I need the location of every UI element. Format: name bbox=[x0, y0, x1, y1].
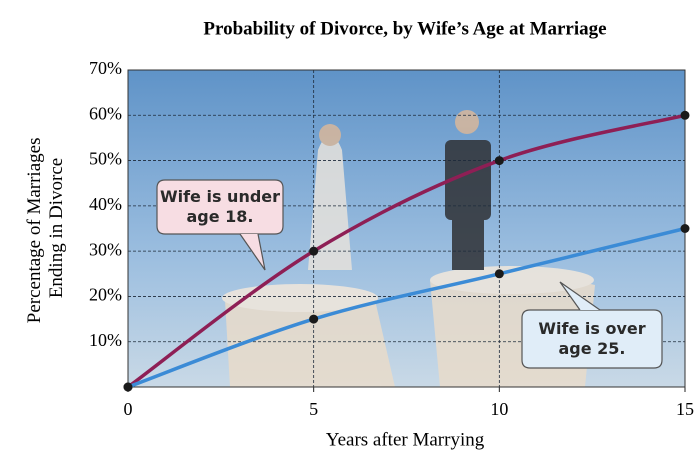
x-tick-label: 5 bbox=[309, 399, 318, 419]
x-tick-label: 0 bbox=[124, 399, 133, 419]
x-tick-label: 15 bbox=[676, 399, 694, 419]
annotation-callout: Wife is under age 18. bbox=[156, 179, 284, 271]
data-point bbox=[680, 110, 690, 120]
callout-line: age 25. bbox=[558, 339, 625, 358]
y-tick-label: 40% bbox=[89, 194, 122, 214]
y-axis-label-line: Percentage of Marriages bbox=[24, 138, 45, 324]
data-point bbox=[494, 156, 504, 166]
annotation-callout: Wife is over age 25. bbox=[521, 281, 663, 369]
y-tick-label: 50% bbox=[89, 149, 122, 169]
data-point bbox=[494, 269, 504, 279]
x-axis-label: Years after Marrying bbox=[326, 429, 485, 450]
y-axis-label: Percentage of Marriages Ending in Divorc… bbox=[24, 133, 67, 323]
callout-line: Wife is over bbox=[538, 319, 645, 338]
y-tick-label: 60% bbox=[89, 103, 122, 123]
data-point bbox=[309, 246, 319, 256]
y-axis-label-line: Ending in Divorce bbox=[46, 158, 67, 298]
y-tick-label: 10% bbox=[89, 330, 122, 350]
y-tick-label: 30% bbox=[89, 239, 122, 259]
callout-pointer bbox=[559, 281, 601, 311]
data-point bbox=[680, 224, 690, 233]
data-point bbox=[123, 382, 133, 392]
y-tick-label: 20% bbox=[89, 285, 122, 305]
callout-box bbox=[156, 179, 284, 235]
callout-line: Wife is under bbox=[160, 187, 280, 206]
y-tick-label: 70% bbox=[89, 58, 122, 78]
callout-pointer bbox=[239, 233, 266, 271]
callout-box bbox=[521, 309, 663, 369]
series-line bbox=[126, 113, 686, 389]
callout-text: Wife is under age 18. bbox=[160, 187, 280, 226]
data-point bbox=[309, 314, 319, 324]
x-tick-label: 10 bbox=[490, 399, 508, 419]
callout-line: age 18. bbox=[186, 207, 253, 226]
series-line bbox=[127, 226, 686, 389]
callout-text: Wife is over age 25. bbox=[538, 319, 645, 358]
chart-title: Probability of Divorce, by Wife’s Age at… bbox=[203, 18, 606, 39]
